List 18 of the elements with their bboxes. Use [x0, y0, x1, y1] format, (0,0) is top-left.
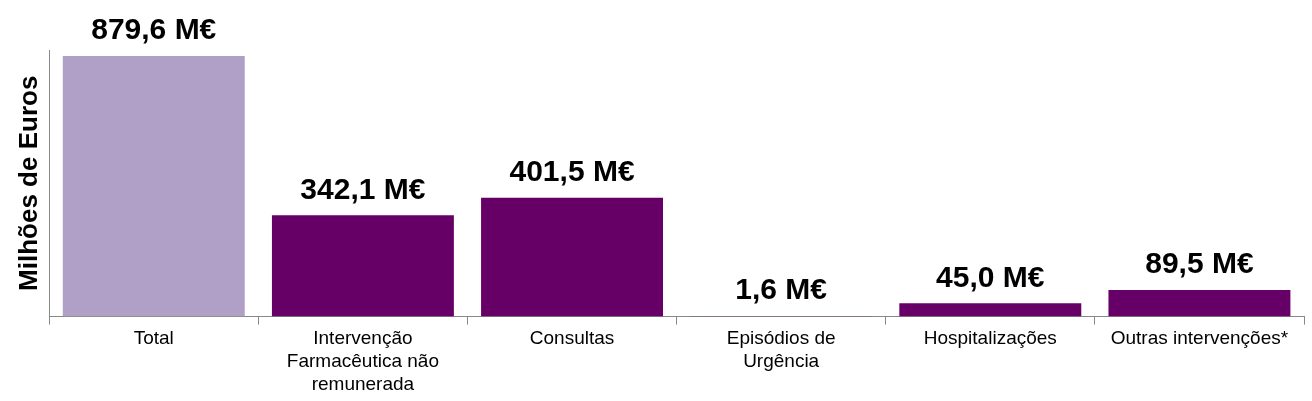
- x-tick-label: Outras intervenções*: [1110, 327, 1289, 349]
- x-tick-label: Consultas: [529, 327, 615, 349]
- bar: [62, 56, 245, 317]
- bar: [899, 303, 1082, 317]
- bar: [271, 215, 454, 317]
- bar: [481, 197, 664, 317]
- x-tick-label: Intervenção Farmacêutica não remunerada: [286, 327, 439, 394]
- data-label: 89,5 M€: [1145, 246, 1254, 280]
- x-tick-label: Hospitalizações: [923, 327, 1057, 349]
- data-label: 1,6 M€: [735, 272, 828, 306]
- data-label: 342,1 M€: [300, 171, 426, 205]
- bar: [1108, 290, 1291, 317]
- data-label: 401,5 M€: [509, 153, 635, 187]
- data-label: 879,6 M€: [91, 12, 217, 46]
- x-tick-label: Total: [133, 327, 174, 349]
- y-axis-title: Milhões de Euros: [12, 75, 43, 291]
- x-tick-label: Episódios de Urgência: [726, 327, 836, 372]
- data-label: 45,0 M€: [936, 259, 1045, 293]
